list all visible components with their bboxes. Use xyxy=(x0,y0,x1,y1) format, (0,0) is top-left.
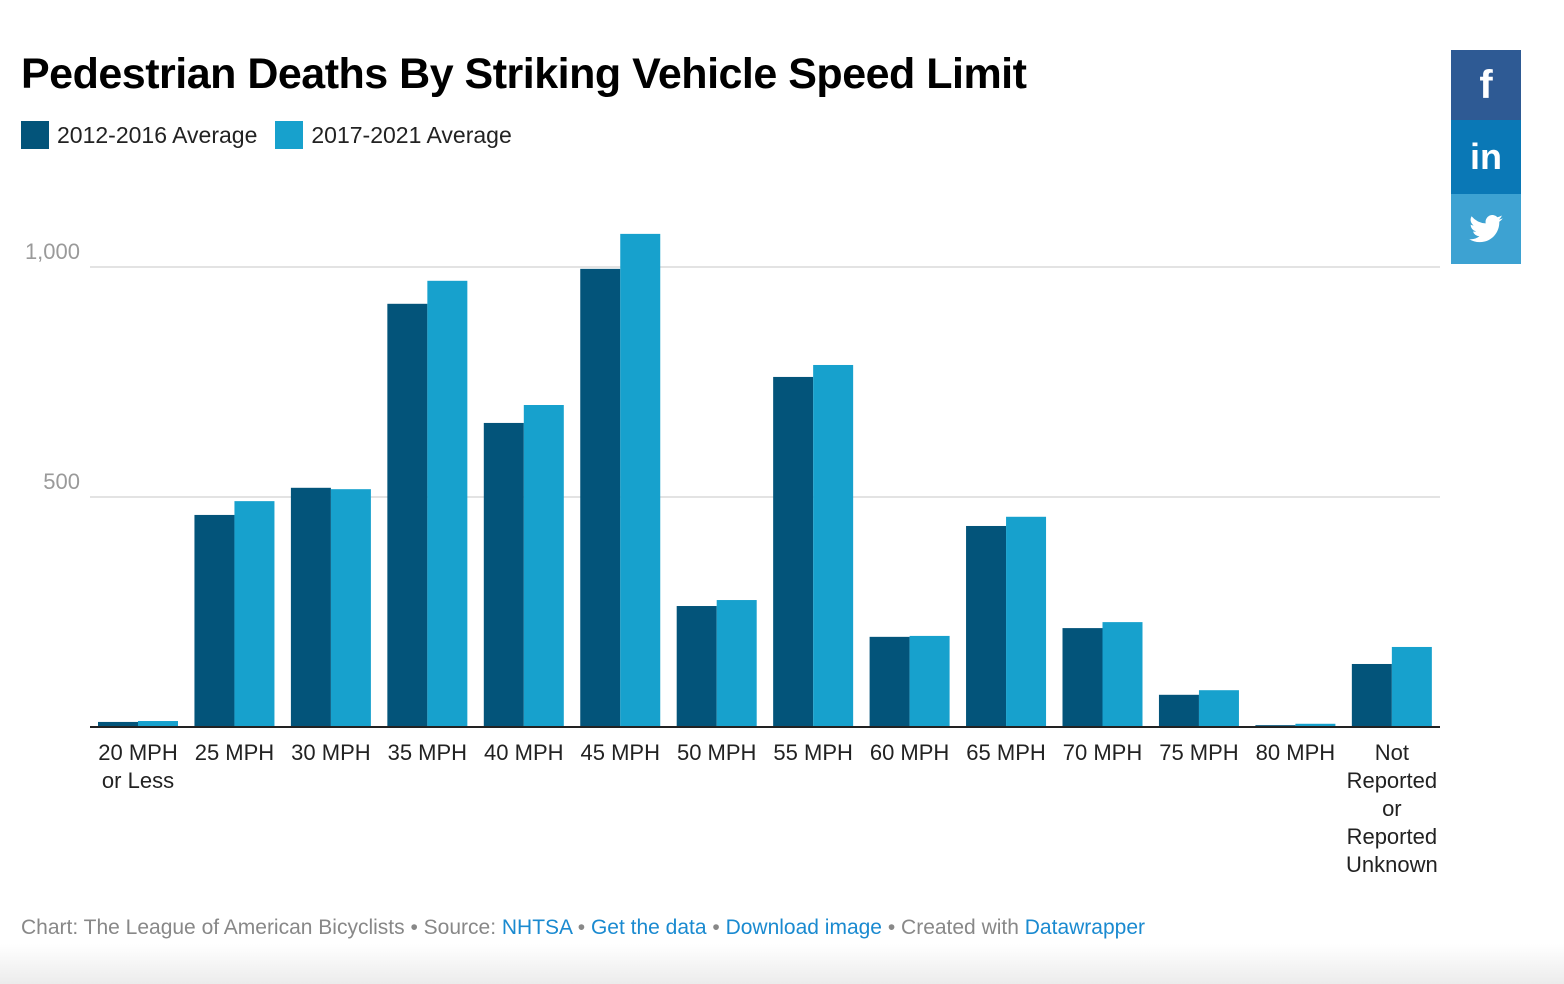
legend-swatch xyxy=(275,121,304,149)
bar xyxy=(483,422,524,727)
download-image-link[interactable]: Download image xyxy=(725,916,882,939)
y-tick-label: 500 xyxy=(43,469,80,494)
x-tick-label: or xyxy=(1382,796,1402,821)
bar xyxy=(1295,723,1336,727)
bar xyxy=(330,489,371,727)
x-tick-label: 30 MPH xyxy=(291,740,370,765)
source-link[interactable]: NHTSA xyxy=(501,916,572,939)
bar xyxy=(580,268,621,727)
legend: 2012-2016 Average 2017-2021 Average xyxy=(21,121,530,149)
bar xyxy=(387,303,428,727)
bar xyxy=(813,364,854,727)
bar xyxy=(1062,628,1103,727)
legend-label: 2017-2021 Average xyxy=(311,121,512,148)
bar xyxy=(1391,646,1432,727)
x-tick-label: 70 MPH xyxy=(1063,740,1142,765)
bar xyxy=(676,606,717,727)
bar xyxy=(1351,663,1392,727)
bar xyxy=(138,721,178,727)
x-tick-label: 75 MPH xyxy=(1159,740,1238,765)
separator: • xyxy=(706,916,726,939)
footer-background xyxy=(0,944,1564,984)
x-tick-label: 20 MPH xyxy=(98,740,177,765)
legend-swatch xyxy=(21,121,49,149)
y-tick-label: 1,000 xyxy=(25,239,80,264)
legend-item-2012-2016: 2012-2016 Average xyxy=(21,121,257,149)
bar xyxy=(1198,690,1239,727)
bar xyxy=(716,600,757,727)
bar xyxy=(290,487,331,727)
twitter-share-button[interactable] xyxy=(1451,194,1521,264)
linkedin-share-button[interactable]: in xyxy=(1451,120,1521,194)
separator: • xyxy=(882,916,902,939)
footer: Chart: The League of American Bicyclists… xyxy=(21,916,1145,940)
source-label: Source: xyxy=(423,916,497,939)
bar xyxy=(523,405,564,727)
datawrapper-link[interactable]: Datawrapper xyxy=(1024,916,1145,939)
bar xyxy=(427,280,468,727)
linkedin-icon: in xyxy=(1470,136,1502,177)
x-tick-label: 55 MPH xyxy=(773,740,852,765)
chart-credit: Chart: The League of American Bicyclists xyxy=(21,916,405,939)
x-tick-label: Not xyxy=(1375,740,1409,765)
twitter-icon xyxy=(1469,215,1503,243)
x-tick-label: 40 MPH xyxy=(484,740,563,765)
bar xyxy=(234,501,275,727)
x-tick-label: Unknown xyxy=(1346,852,1438,877)
bar xyxy=(1102,622,1143,727)
bar xyxy=(966,525,1007,727)
x-tick-label: Reported xyxy=(1347,768,1438,793)
x-tick-label: 50 MPH xyxy=(677,740,756,765)
bar xyxy=(620,233,661,727)
bar xyxy=(1006,516,1047,727)
bar xyxy=(909,635,950,727)
x-tick-label: 60 MPH xyxy=(870,740,949,765)
separator: • xyxy=(571,916,591,939)
bar xyxy=(773,376,814,727)
x-tick-label: 25 MPH xyxy=(195,740,274,765)
bar xyxy=(1158,694,1199,727)
legend-item-2017-2021: 2017-2021 Average xyxy=(275,121,512,149)
x-tick-label: 65 MPH xyxy=(966,740,1045,765)
bar xyxy=(98,721,138,727)
x-tick-label: 80 MPH xyxy=(1256,740,1335,765)
legend-label: 2012-2016 Average xyxy=(57,121,258,148)
separator: • xyxy=(404,916,424,939)
bar xyxy=(869,636,910,727)
get-data-link[interactable]: Get the data xyxy=(590,916,707,939)
x-tick-label: 35 MPH xyxy=(388,740,467,765)
x-tick-label: or Less xyxy=(102,768,174,793)
facebook-share-button[interactable]: f xyxy=(1451,50,1521,120)
bar xyxy=(194,514,235,727)
x-tick-label: 45 MPH xyxy=(581,740,660,765)
bar-chart: 500 1,000 20 MPH or Less 25 MPH 30 MPH 35 MPH 4… xyxy=(25,233,1440,877)
facebook-icon: f xyxy=(1479,62,1493,107)
chart-title: Pedestrian Deaths By Striking Vehicle Sp… xyxy=(21,50,1027,98)
x-tick-label: Reported xyxy=(1347,824,1438,849)
created-with-label: Created with xyxy=(901,916,1019,939)
